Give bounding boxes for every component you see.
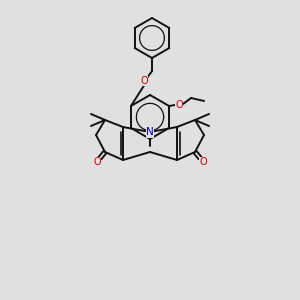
Text: O: O [199,157,207,167]
Text: O: O [93,157,101,167]
Text: N: N [146,127,154,137]
Text: O: O [175,100,183,110]
Text: O: O [140,76,148,86]
